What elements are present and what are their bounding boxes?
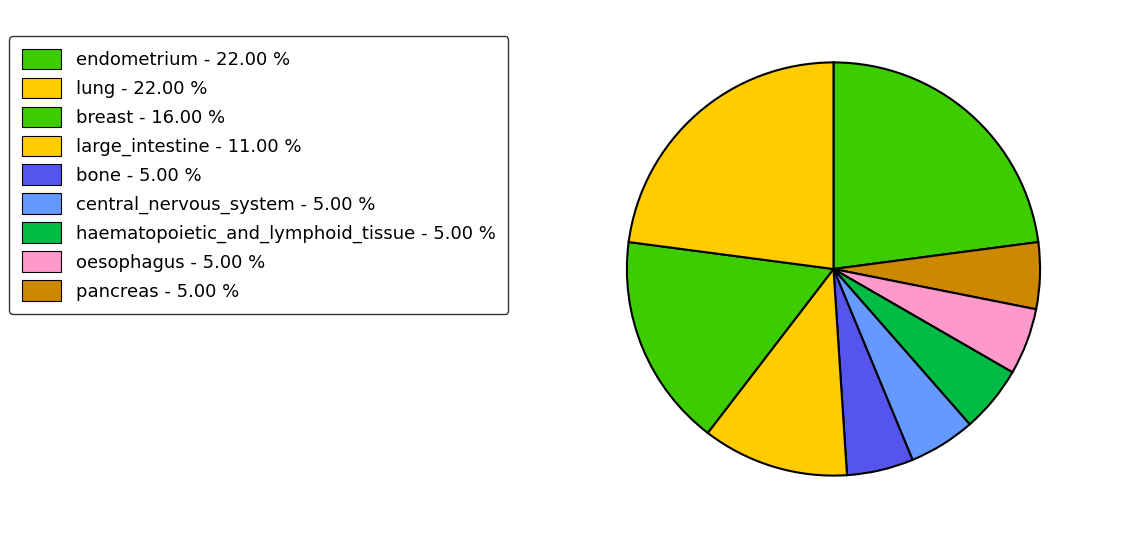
Wedge shape <box>833 269 913 475</box>
Wedge shape <box>833 269 1013 424</box>
Wedge shape <box>833 269 1036 372</box>
Wedge shape <box>708 269 847 476</box>
Wedge shape <box>833 242 1040 309</box>
Wedge shape <box>627 242 833 433</box>
Wedge shape <box>833 62 1039 269</box>
Legend: endometrium - 22.00 %, lung - 22.00 %, breast - 16.00 %, large_intestine - 11.00: endometrium - 22.00 %, lung - 22.00 %, b… <box>9 36 508 314</box>
Wedge shape <box>833 269 970 460</box>
Wedge shape <box>628 62 833 269</box>
